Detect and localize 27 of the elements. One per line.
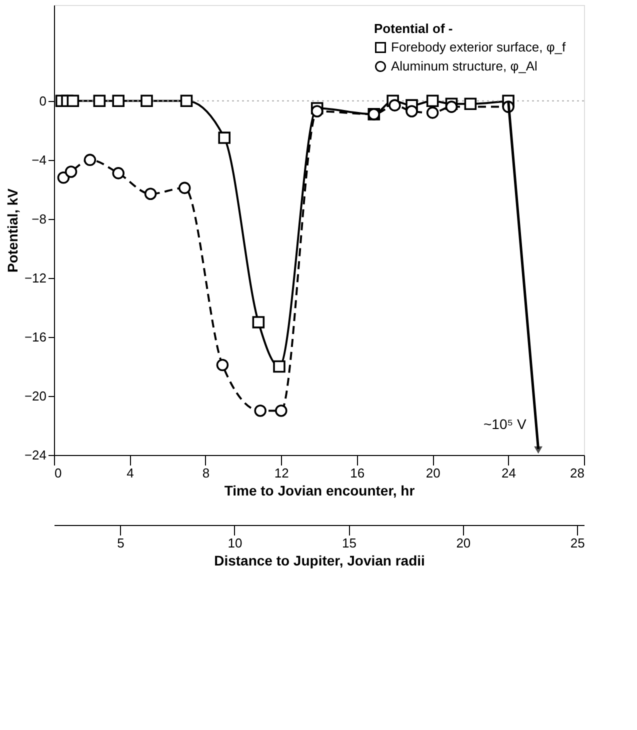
y-tick-label: −24 <box>24 448 46 462</box>
x-tick-label: 16 <box>350 466 365 480</box>
x-tick-label: 28 <box>570 466 584 480</box>
x2-axis-title: Distance to Jupiter, Jovian radii <box>214 552 425 568</box>
x-tick-label: 4 <box>126 466 134 480</box>
y-tick-label: 0 <box>39 93 46 108</box>
y-tick-label: −16 <box>24 329 46 344</box>
x2-tick-label: 20 <box>456 536 471 550</box>
y-tick-label: −20 <box>24 388 46 404</box>
x-tick-label: 24 <box>502 466 516 480</box>
legend-label: Aluminum structure, φ_Al <box>391 58 538 74</box>
x2-tick-label: 25 <box>570 536 585 550</box>
x2-tick-label: 15 <box>342 536 356 550</box>
x2-tick-label: 5 <box>117 536 124 550</box>
y-tick-label: −4 <box>32 152 46 168</box>
x-axis-title: Time to Jovian encounter, hr <box>224 482 416 498</box>
x-tick-label: 8 <box>202 466 210 480</box>
legend-label: Forebody exterior surface, φ_f <box>391 40 566 54</box>
legend-title: Potential of - <box>374 21 453 36</box>
x-tick-label: 0 <box>54 466 62 480</box>
y-tick-label: −8 <box>32 211 46 226</box>
y-tick-label: −12 <box>24 270 46 286</box>
x2-tick-label: 10 <box>228 536 242 550</box>
x-tick-label: 20 <box>426 466 440 480</box>
y-axis-title: Potential, kV <box>4 188 20 273</box>
annotation: ~10⁵ V <box>484 416 527 432</box>
x-tick-label: 12 <box>274 466 289 480</box>
